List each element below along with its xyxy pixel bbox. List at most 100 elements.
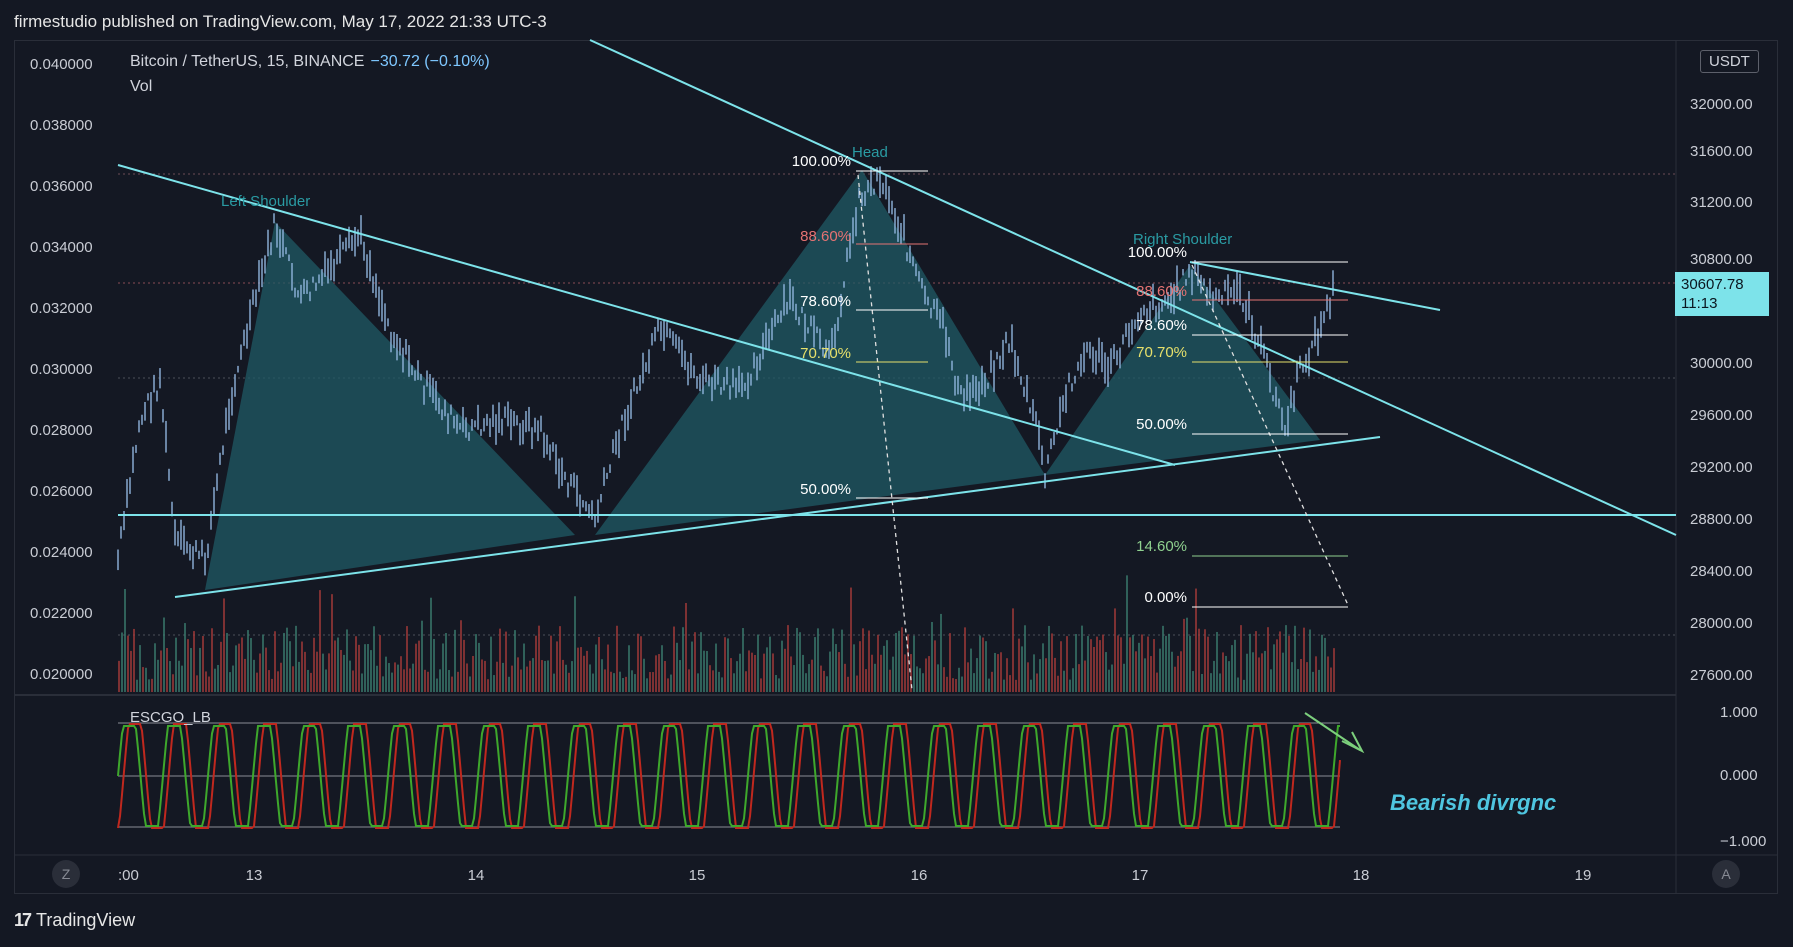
oscillator-axis[interactable]: 1.000 0.000 −1.000 <box>1720 704 1766 850</box>
oscillator-legend[interactable]: ESCGO_LB <box>130 709 211 726</box>
volume-bar <box>697 673 699 692</box>
right-shoulder-trend-line <box>1189 261 1441 311</box>
volume-bar <box>742 628 744 692</box>
volume-bar <box>1114 608 1116 692</box>
price-axis[interactable]: 32000.00 31600.00 31200.00 30800.00 30000.00… <box>1690 96 1753 684</box>
volume-bar <box>835 644 837 692</box>
right-shoulder-label[interactable]: Right Shoulder <box>1133 231 1232 248</box>
volume-bar <box>1261 653 1263 692</box>
volume-bar <box>670 674 672 692</box>
volume-bar <box>820 665 822 692</box>
volume-bar <box>802 654 804 692</box>
volume-bar <box>613 673 615 692</box>
volume-bar <box>136 679 138 692</box>
volume-bar <box>493 675 495 692</box>
trend-lines[interactable] <box>117 39 1677 598</box>
fib-retracement-right[interactable]: 100.00% 88.60% 78.60% 70.70% 50.00% 14.6… <box>1128 244 1348 608</box>
divergence-arrow[interactable] <box>1304 712 1365 754</box>
symbol-legend[interactable]: Bitcoin / TetherUS, 15, BINANCE −30.72 (−… <box>130 53 490 71</box>
left-shoulder-triangle <box>205 222 575 590</box>
volume-bar <box>199 647 201 692</box>
tradingview-logo[interactable]: 17 TradingView <box>14 910 135 931</box>
volume-bar <box>676 642 678 692</box>
bar-countdown: 11:13 <box>1681 295 1718 312</box>
volume-bar <box>1093 646 1095 692</box>
left-shoulder-label[interactable]: Left Shoulder <box>221 193 310 210</box>
chart-frame[interactable] <box>14 40 1778 894</box>
volume-bar <box>1084 660 1086 692</box>
price-axis-label: 32000.00 <box>1690 96 1753 113</box>
volume-bar <box>409 668 411 692</box>
auto-scale-button[interactable]: A <box>1712 860 1740 888</box>
volume-bar <box>859 641 861 692</box>
volume-bar <box>211 628 213 692</box>
volume-bar <box>745 671 747 692</box>
volume-bar <box>232 665 234 692</box>
volume-bar <box>139 645 141 692</box>
volume-bar <box>1219 673 1221 692</box>
volume-bar <box>1225 655 1227 692</box>
volume-bar <box>982 637 984 692</box>
volume-bar <box>475 634 477 692</box>
volume-bar <box>481 659 483 692</box>
volume-bar <box>883 645 885 692</box>
volume-bar <box>337 637 339 692</box>
volume-bar <box>772 653 774 692</box>
volume-bar <box>952 678 954 692</box>
bearish-divergence-note[interactable]: Bearish divrgnc <box>1390 790 1557 815</box>
volume-bar <box>943 667 945 692</box>
volume-bar <box>1201 673 1203 692</box>
volume-bar <box>958 667 960 692</box>
volume-bar <box>1120 637 1122 692</box>
volume-bar <box>271 678 273 692</box>
volume-bar <box>1168 633 1170 692</box>
volume-bar <box>346 629 348 692</box>
volume-bar <box>172 674 174 692</box>
volume-bar <box>175 637 177 692</box>
volume-bar <box>1015 679 1017 692</box>
volume-bar <box>367 644 369 692</box>
fib-retracement-head[interactable]: 100.00% 88.60% 78.60% 70.70% 50.00% <box>792 153 928 499</box>
volume-bar <box>919 668 921 692</box>
volume-bar <box>1072 668 1074 692</box>
left-axis-label: 0.038000 <box>30 117 93 134</box>
volume-bar <box>490 636 492 692</box>
volume-bar <box>1057 675 1059 692</box>
zoom-reset-button[interactable]: Z <box>52 860 80 888</box>
volume-bar <box>640 636 642 692</box>
volume-bar <box>823 670 825 692</box>
volume-bar <box>1108 669 1110 692</box>
volume-legend[interactable]: Vol <box>130 78 153 95</box>
volume-bar <box>667 678 669 692</box>
volume-bar <box>916 666 918 692</box>
volume-bar <box>1051 633 1053 692</box>
volume-bar <box>259 653 261 692</box>
volume-bar <box>178 660 180 692</box>
volume-bar <box>994 652 996 692</box>
volume-bar <box>937 664 939 692</box>
head-label[interactable]: Head <box>852 144 888 161</box>
volume-bar <box>430 597 432 692</box>
fib-label: 78.60% <box>1136 317 1187 334</box>
volume-bar <box>406 626 408 692</box>
volume-bar <box>979 635 981 692</box>
fib-label: 100.00% <box>1128 244 1187 261</box>
left-axis[interactable]: 0.040000 0.038000 0.036000 0.034000 0.032000… <box>30 56 93 683</box>
volume-bar <box>400 656 402 692</box>
volume-bar <box>814 637 816 692</box>
volume-bar <box>553 673 555 692</box>
volume-bar <box>361 673 363 692</box>
volume-bar <box>655 655 657 692</box>
volume-bar <box>724 637 726 692</box>
volume-bar <box>418 640 420 692</box>
volume-bar <box>247 630 249 692</box>
volume-bar <box>1285 625 1287 692</box>
volume-bar <box>691 641 693 692</box>
currency-tag[interactable]: USDT <box>1700 50 1759 73</box>
volume-bar <box>841 629 843 692</box>
volume-bar <box>1246 653 1248 692</box>
volume-bar <box>382 676 384 692</box>
time-axis[interactable]: :00 13 14 15 16 17 18 19 <box>118 867 1591 884</box>
volume-bar <box>466 663 468 692</box>
